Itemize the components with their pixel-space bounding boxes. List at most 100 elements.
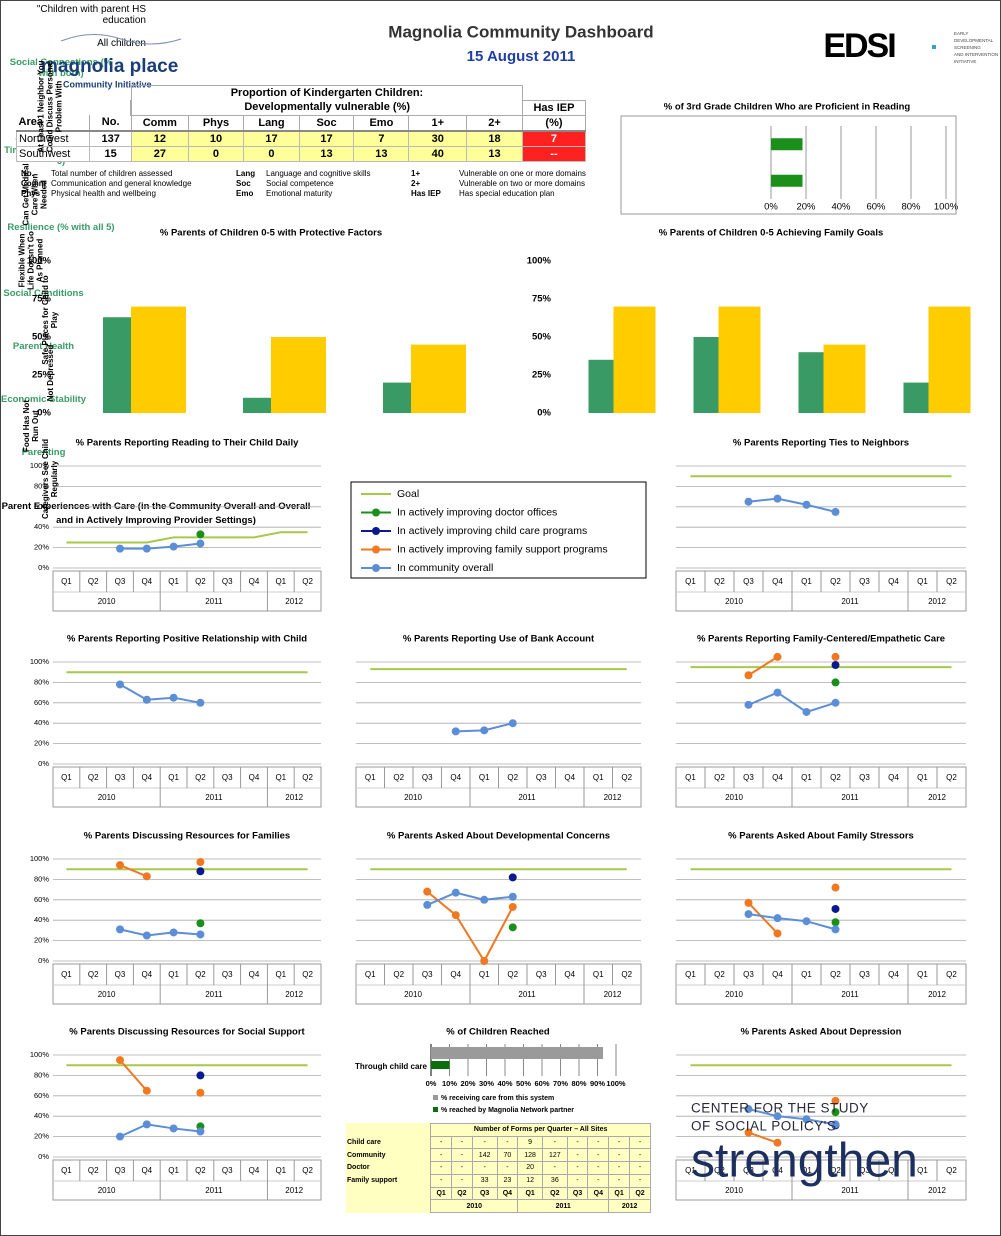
point bbox=[116, 861, 124, 870]
x-tick-label: Q2 bbox=[830, 577, 841, 586]
bar bbox=[823, 344, 866, 413]
bar bbox=[798, 352, 824, 413]
table-cell: - bbox=[587, 1148, 610, 1163]
key-text: Emotional maturity bbox=[266, 189, 333, 198]
x-tick-label: Q2 bbox=[507, 970, 518, 979]
bar bbox=[903, 382, 929, 413]
point bbox=[508, 873, 517, 882]
point bbox=[773, 494, 782, 503]
table-cell: - bbox=[471, 1135, 498, 1150]
table-cell: - bbox=[430, 1161, 453, 1175]
y-tick-label: 80% bbox=[34, 874, 49, 883]
page-title: Magnolia Community Dashboard bbox=[388, 22, 653, 41]
table-cell: - bbox=[566, 1135, 589, 1150]
table-cell: 33 bbox=[471, 1173, 498, 1188]
x-group-label: 2011 bbox=[205, 990, 223, 999]
column-header: 2+ bbox=[466, 115, 523, 131]
table-cell: - bbox=[566, 1148, 589, 1163]
cell bbox=[346, 1124, 431, 1137]
column-header: Emo bbox=[353, 115, 410, 131]
y-tick-label: 100% bbox=[527, 256, 552, 267]
x-tick-label: Q3 bbox=[859, 1166, 870, 1175]
x-tick-label: Q1 bbox=[275, 773, 286, 782]
edsi-sub: INITIATIVE bbox=[954, 59, 976, 64]
point bbox=[744, 671, 753, 680]
series-line bbox=[426, 891, 513, 906]
y-tick-label: 40% bbox=[34, 1111, 49, 1120]
table-cell: - bbox=[430, 1173, 453, 1188]
point bbox=[196, 1127, 205, 1136]
cell bbox=[346, 1187, 431, 1200]
y-tick-label: 80% bbox=[34, 1070, 49, 1079]
x-tick-label: Q1 bbox=[917, 773, 928, 782]
x-group-label: 2010 bbox=[98, 597, 116, 606]
y-tick-label: 25% bbox=[532, 370, 552, 381]
edsi-sub: AND INTERVENTION bbox=[954, 52, 998, 57]
x-group-label: 2012 bbox=[928, 990, 946, 999]
row-label: Family support bbox=[347, 1177, 398, 1185]
table-cell: 17 bbox=[298, 130, 355, 147]
x-tick-label: Q4 bbox=[888, 1166, 899, 1175]
column-header: Soc bbox=[299, 115, 355, 131]
x-tick-label: Q3 bbox=[222, 577, 233, 586]
table-cell: 12 bbox=[517, 1173, 543, 1188]
chart-title: % Parents of Children 0-5 with Protectiv… bbox=[160, 228, 382, 239]
key-text: Has special education plan bbox=[459, 189, 555, 198]
legend-label: % receiving care from this system bbox=[441, 1095, 554, 1102]
x-tick-label: Q4 bbox=[450, 970, 461, 979]
category-label: Through child care bbox=[355, 1062, 428, 1071]
point bbox=[508, 923, 517, 932]
key-abbr: Comm bbox=[21, 179, 46, 188]
y-tick-label: 75% bbox=[532, 294, 552, 305]
x-tick-label: Q2 bbox=[714, 970, 725, 979]
series-line bbox=[748, 691, 836, 714]
x-tick-label: Q4 bbox=[249, 1166, 260, 1175]
table-cell: 137 bbox=[89, 130, 132, 147]
edsi-sub: SCREENING bbox=[954, 45, 981, 50]
x-tick-label: 100% bbox=[606, 1079, 626, 1088]
x-tick-label: Q2 bbox=[88, 970, 99, 979]
x-tick-label: Q2 bbox=[946, 773, 957, 782]
x-group-label: 2010 bbox=[404, 990, 422, 999]
series-line bbox=[748, 497, 836, 513]
x-tick-label: 50% bbox=[516, 1079, 531, 1088]
point bbox=[142, 1086, 151, 1095]
x-tick-label: 10% bbox=[442, 1079, 457, 1088]
key-abbr: 2+ bbox=[411, 179, 421, 188]
table-title: Number of Forms per Quarter – All Sites bbox=[430, 1123, 651, 1137]
cell bbox=[346, 1200, 431, 1213]
y-tick-label: 50% bbox=[32, 332, 52, 343]
point bbox=[744, 898, 753, 907]
x-tick-label: Q1 bbox=[917, 577, 928, 586]
x-tick-label: 60% bbox=[534, 1079, 549, 1088]
table-cell: 13 bbox=[298, 145, 355, 162]
point bbox=[116, 544, 124, 553]
x-tick-label: Q3 bbox=[743, 773, 754, 782]
bar bbox=[718, 306, 761, 413]
x-tick-label: Q1 bbox=[61, 577, 72, 586]
x-group-label: 2010 bbox=[725, 990, 743, 999]
legend-label: In actively improving doctor offices bbox=[397, 506, 557, 518]
category-label: Resilience (% with all 5) bbox=[7, 222, 115, 233]
point bbox=[480, 895, 489, 904]
point bbox=[196, 919, 205, 928]
x-tick-label: Q1 bbox=[168, 970, 179, 979]
point bbox=[116, 925, 124, 934]
point bbox=[773, 1112, 782, 1121]
row-label: Child care bbox=[347, 1139, 381, 1147]
group-header: Developmentally vulnerable (%) bbox=[130, 100, 523, 116]
key-text: Language and cognitive skills bbox=[266, 169, 371, 178]
bar bbox=[411, 344, 466, 413]
x-tick-label: Q1 bbox=[685, 577, 696, 586]
point bbox=[480, 957, 489, 965]
y-tick-label: 50% bbox=[532, 332, 552, 343]
legend-marker bbox=[372, 564, 380, 572]
key-text: Social competence bbox=[266, 179, 334, 188]
x-tick-label: Q2 bbox=[621, 773, 632, 782]
point bbox=[802, 917, 811, 926]
series-line bbox=[120, 542, 201, 550]
table-cell: - bbox=[541, 1135, 568, 1150]
x-tick-label: Q2 bbox=[830, 1166, 841, 1175]
